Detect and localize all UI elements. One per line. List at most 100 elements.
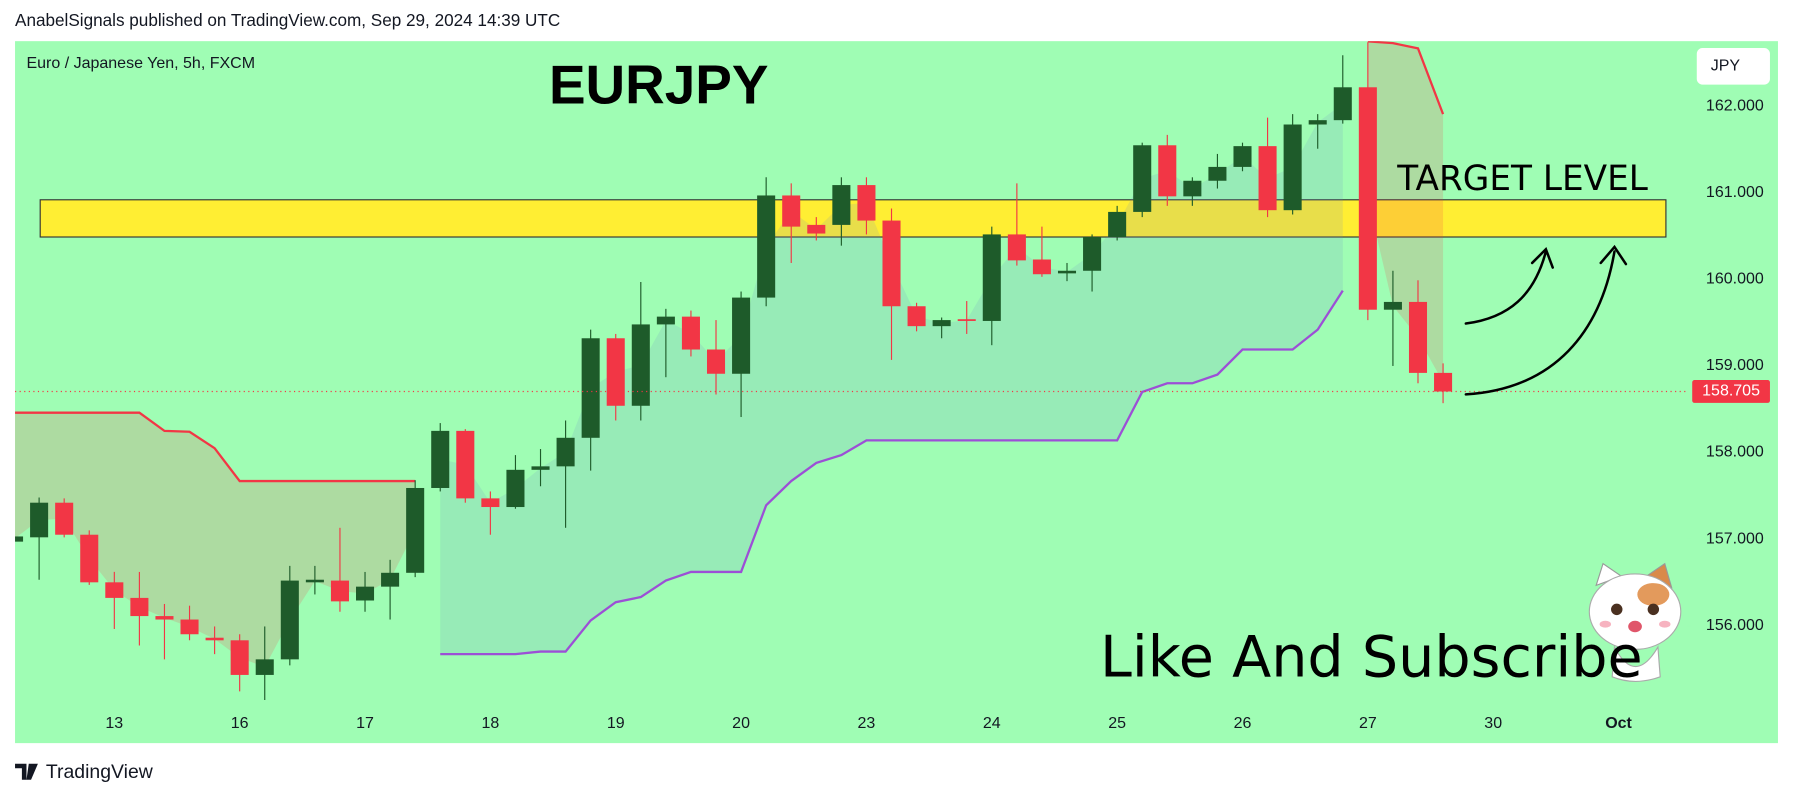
candle-body	[581, 338, 600, 438]
supertrend-line	[15, 411, 416, 483]
candle-body	[807, 224, 826, 234]
candle-body	[356, 586, 375, 601]
annotation: Like And Subscribe	[1100, 624, 1643, 690]
currency-button[interactable]: JPY	[1696, 48, 1770, 85]
x-tick-label: 24	[983, 715, 1001, 732]
footer-logo	[15, 763, 38, 780]
candle-body	[1108, 211, 1127, 238]
cat-blush	[1599, 620, 1612, 628]
candle-body	[506, 469, 525, 508]
candle-body	[932, 320, 951, 327]
candle-body	[1408, 301, 1428, 373]
cat-patch	[1637, 583, 1670, 606]
candle-body	[782, 195, 801, 227]
candle-body	[982, 234, 1001, 321]
candle-body	[381, 572, 400, 587]
y-tick-label: 159.000	[1706, 357, 1764, 374]
candle-body	[431, 430, 450, 488]
chart-title: EURJPY	[549, 54, 769, 116]
last-price-label: 158.705	[1702, 383, 1760, 400]
arrow-head	[1599, 244, 1628, 266]
cat-mouth	[1628, 620, 1642, 633]
last-price-badge	[1692, 380, 1770, 403]
x-tick-label: 25	[1108, 715, 1126, 732]
candle-body	[105, 582, 124, 598]
arrow-curve	[1464, 250, 1616, 396]
candle-body	[857, 185, 876, 221]
arrow-head	[1530, 246, 1554, 269]
cat-eye	[1611, 603, 1623, 616]
candle-body	[180, 619, 199, 635]
candle-body	[656, 316, 675, 325]
candle-body	[155, 616, 174, 620]
candle-body	[706, 349, 726, 374]
candle-body	[305, 579, 324, 583]
candle-body	[1383, 301, 1402, 310]
candle-body	[330, 580, 349, 602]
x-tick-label: 18	[481, 715, 499, 732]
currency-button-bg[interactable]	[1696, 48, 1770, 85]
annotation: TARGET LEVEL	[1396, 159, 1648, 199]
x-tick-label: Oct	[1605, 715, 1632, 732]
supertrend-line	[1367, 41, 1445, 115]
candle-body	[1057, 270, 1077, 274]
candle-body	[55, 502, 74, 535]
candle-body	[255, 659, 274, 675]
candle-body	[1333, 87, 1352, 121]
x-tick-label: 26	[1234, 715, 1252, 732]
candle-body	[732, 297, 751, 374]
candle-body	[1258, 146, 1277, 211]
x-tick-label: 23	[858, 715, 876, 732]
candle-body	[531, 466, 550, 470]
candle-body	[1358, 87, 1377, 310]
supertrend-line	[440, 290, 1344, 656]
candle-body	[556, 437, 575, 467]
arrow-curve	[1464, 250, 1548, 325]
y-tick-label: 160.000	[1706, 271, 1764, 288]
candle-body	[907, 306, 926, 327]
x-tick-label: 19	[607, 715, 625, 732]
candle-body	[1183, 180, 1202, 197]
candle-body	[456, 430, 475, 499]
currency-label[interactable]: JPY	[1711, 58, 1741, 75]
candle-body	[1007, 234, 1026, 261]
candle-body	[957, 319, 976, 321]
candle-body	[230, 640, 249, 675]
plot-area	[15, 41, 1687, 701]
candle-body	[406, 487, 425, 573]
symbol-label: Euro / Japanese Yen, 5h, FXCM	[26, 55, 255, 72]
x-tick-label: 16	[231, 715, 249, 732]
candle-body	[15, 536, 24, 542]
footer-brand: TradingView	[46, 761, 154, 783]
candle-body	[1083, 237, 1102, 271]
candle-body	[1308, 120, 1327, 125]
candle-body	[481, 498, 500, 508]
supertrend-fill	[1367, 41, 1444, 383]
publish-header: AnabelSignals published on TradingView.c…	[15, 10, 560, 30]
x-tick-label: 17	[356, 715, 374, 732]
candle-body	[205, 637, 224, 641]
supertrend-fill	[440, 103, 1343, 655]
cat-body	[1611, 645, 1661, 682]
candle-body	[280, 580, 299, 660]
x-tick-label: 27	[1359, 715, 1377, 732]
candle-body	[882, 220, 901, 307]
candle-body	[130, 597, 149, 617]
y-tick-label: 161.000	[1706, 184, 1764, 201]
x-tick-label: 20	[732, 715, 750, 732]
arrows	[1464, 244, 1628, 396]
candle-body	[631, 324, 650, 406]
candle-body	[832, 185, 851, 225]
axes: 156.000 157.000 158.000 159.000 160.000 161.0…	[105, 98, 1763, 732]
y-tick-label: 157.000	[1706, 530, 1764, 547]
candle-body	[681, 316, 700, 350]
candle-body	[606, 338, 625, 406]
x-tick-label: 30	[1484, 715, 1502, 732]
y-tick-label: 156.000	[1706, 617, 1764, 634]
candle-body	[757, 195, 776, 298]
y-tick-label: 158.000	[1706, 444, 1764, 461]
candle-body	[1158, 145, 1177, 197]
target-zone	[39, 199, 1667, 238]
